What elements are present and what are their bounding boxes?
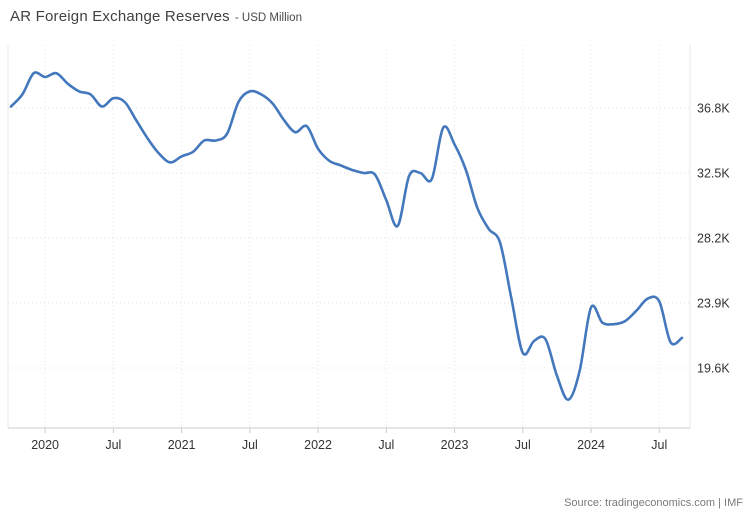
x-axis-tick-label: Jul bbox=[105, 438, 121, 452]
reserves-line bbox=[9, 71, 684, 401]
y-axis-tick-label: 19.6K bbox=[697, 362, 730, 376]
chart-subtitle: - USD Million bbox=[234, 12, 302, 24]
x-axis-tick-label: 2021 bbox=[168, 438, 196, 452]
x-axis-tick-label: Jul bbox=[515, 438, 531, 452]
x-axis-tick-label: 2022 bbox=[304, 438, 332, 452]
y-axis-tick-label: 32.5K bbox=[697, 167, 730, 181]
chart-title-row: AR Foreign Exchange Reserves - USD Millio… bbox=[10, 8, 302, 26]
x-axis-tick-label: 2024 bbox=[577, 438, 605, 452]
x-axis-tick-label: 2023 bbox=[441, 438, 469, 452]
y-axis-tick-label: 36.8K bbox=[697, 102, 730, 116]
x-axis-tick-label: 2020 bbox=[31, 438, 59, 452]
x-axis-tick-label: Jul bbox=[242, 438, 258, 452]
y-axis-tick-label: 28.2K bbox=[697, 232, 730, 246]
chart-title: AR Foreign Exchange Reserves bbox=[10, 8, 230, 25]
y-axis-tick-label: 23.9K bbox=[697, 297, 730, 311]
x-axis-tick-label: Jul bbox=[651, 438, 667, 452]
x-axis-tick-label: Jul bbox=[378, 438, 394, 452]
source-attribution: Source: tradingeconomics.com | IMF bbox=[564, 497, 743, 509]
